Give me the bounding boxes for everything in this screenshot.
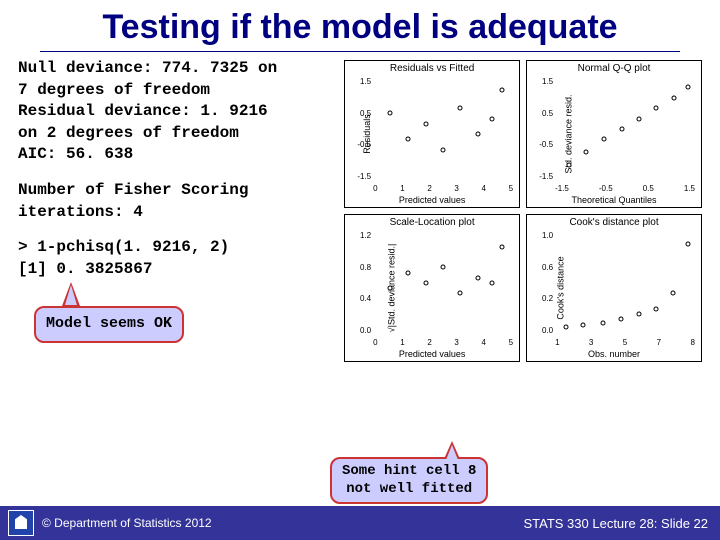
plot-area [555,77,695,181]
data-point [653,106,658,111]
data-point [564,324,569,329]
plot-xticks: 0 1 2 3 4 5 [373,338,513,347]
content-area: Null deviance: 774. 7325 on 7 degrees of… [0,58,720,362]
output-line: > 1-pchisq(1. 9216, 2) [18,237,336,259]
plot-residuals-fitted: Residuals vs Fitted Residuals Predicted … [344,60,520,208]
data-point [441,265,446,270]
left-column: Null deviance: 774. 7325 on 7 degrees of… [18,58,336,362]
slide-title: Testing if the model is adequate [0,0,720,51]
data-point [406,270,411,275]
data-point [653,307,658,312]
plot-xlabel: Predicted values [345,349,519,359]
data-point [499,87,504,92]
fisher-output: Number of Fisher Scoring iterations: 4 [18,180,336,223]
plots-grid: Residuals vs Fitted Residuals Predicted … [344,58,702,362]
output-line: Number of Fisher Scoring [18,180,336,202]
output-line: on 2 degrees of freedom [18,123,336,145]
data-point [424,281,429,286]
data-point [457,106,462,111]
callout-line: Some hint cell 8 [342,463,476,481]
deviance-output: Null deviance: 774. 7325 on 7 degrees of… [18,58,336,166]
data-point [387,286,392,291]
data-point [490,116,495,121]
plot-scale-location: Scale-Location plot √|Std. deviance resi… [344,214,520,362]
data-point [583,149,588,154]
data-point [618,317,623,322]
plot-title: Normal Q-Q plot [527,63,701,74]
plot-xticks: 0 1 2 3 4 5 [373,184,513,193]
output-line: AIC: 56. 638 [18,144,336,166]
callout-line: not well fitted [342,481,476,499]
output-line: Residual deviance: 1. 9216 [18,101,336,123]
callout-model-ok-wrap: Model seems OK [34,306,336,342]
data-point [476,275,481,280]
plot-xlabel: Theoretical Quantiles [527,195,701,205]
university-logo-icon [8,510,34,536]
data-point [600,320,605,325]
plot-area [373,231,513,335]
data-point [637,312,642,317]
data-point [499,244,504,249]
plot-yticks: 1.0 0.6 0.2 0.0 [539,231,553,335]
plot-xlabel: Obs. number [527,349,701,359]
data-point [670,291,675,296]
plot-title: Scale-Location plot [345,217,519,228]
data-point [686,241,691,246]
plot-xticks: 1 3 5 7 8 [555,338,695,347]
data-point [406,137,411,142]
data-point [457,291,462,296]
output-line: iterations: 4 [18,202,336,224]
footer-copyright: © Department of Statistics 2012 [42,516,523,530]
data-point [424,121,429,126]
title-underline [40,51,680,52]
plot-title: Residuals vs Fitted [345,63,519,74]
data-point [387,111,392,116]
data-point [441,147,446,152]
callout-pointer-icon [62,282,80,306]
plot-qq: Normal Q-Q plot Std. deviance resid. The… [526,60,702,208]
data-point [567,163,572,168]
plot-area [555,231,695,335]
output-line: Null deviance: 774. 7325 on [18,58,336,80]
plot-area [373,77,513,181]
data-point [476,132,481,137]
plot-yticks: 1.2 0.8 0.4 0.0 [357,231,371,335]
data-point [672,95,677,100]
footer-page-info: STATS 330 Lecture 28: Slide 22 [523,516,720,531]
footer-bar: © Department of Statistics 2012 STATS 33… [0,506,720,540]
pchisq-output: > 1-pchisq(1. 9216, 2) [1] 0. 3825867 [18,237,336,280]
data-point [637,116,642,121]
data-point [581,322,586,327]
plot-yticks: 1.5 0.5 -0.5 -1.5 [357,77,371,181]
plot-cooks-distance: Cook's distance plot Cook's distance Obs… [526,214,702,362]
callout-model-ok: Model seems OK [34,306,184,342]
data-point [490,281,495,286]
plot-title: Cook's distance plot [527,217,701,228]
plot-xlabel: Predicted values [345,195,519,205]
output-line: 7 degrees of freedom [18,80,336,102]
callout-cell8: Some hint cell 8 not well fitted [330,457,488,504]
plot-yticks: 1.5 0.5 -0.5 -1.5 [539,77,553,181]
data-point [686,85,691,90]
data-point [602,137,607,142]
plot-xticks: -1.5 -0.5 0.5 1.5 [555,184,695,193]
output-line: [1] 0. 3825867 [18,259,336,281]
data-point [620,127,625,132]
